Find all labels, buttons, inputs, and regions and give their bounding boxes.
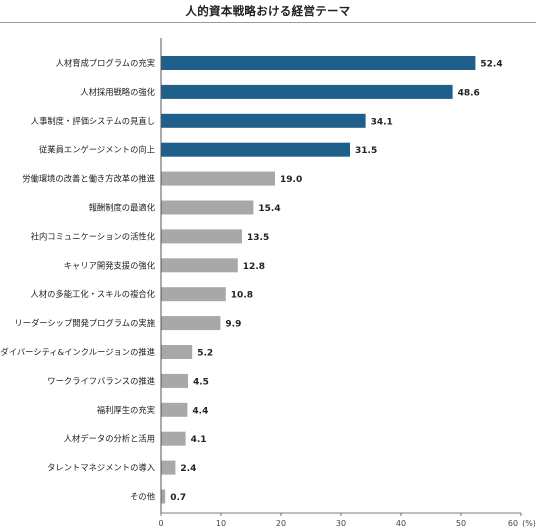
x-tick-label: 50 <box>456 519 466 528</box>
x-tick-label: 40 <box>396 519 406 528</box>
value-label: 19.0 <box>280 175 302 185</box>
bar <box>161 258 238 273</box>
category-label: ワークライフバランスの推進 <box>47 376 155 386</box>
value-label: 34.1 <box>371 117 393 127</box>
value-label: 4.1 <box>191 435 207 445</box>
x-tick-label: 20 <box>276 519 286 528</box>
category-label: 報酬制度の最適化 <box>89 203 155 213</box>
value-label: 13.5 <box>247 233 269 243</box>
bar <box>161 56 476 70</box>
category-labels: 人材育成プログラムの充実人材採用戦略の強化人事制度・評価システムの見直し従業員エ… <box>0 58 155 502</box>
bar <box>161 402 188 417</box>
x-tick-label: 30 <box>336 519 346 528</box>
category-label: キャリア開発支援の強化 <box>64 260 155 270</box>
value-label: 15.4 <box>258 204 280 214</box>
category-label: ダイバーシティ&インクルージョンの推進 <box>0 347 155 357</box>
bar <box>161 287 226 302</box>
value-label: 31.5 <box>355 146 377 156</box>
bar <box>161 171 275 186</box>
category-label: 福利厚生の充実 <box>97 405 155 415</box>
category-label: 人材育成プログラムの充実 <box>56 58 155 68</box>
category-label: 人材採用戦略の強化 <box>80 87 155 97</box>
category-label: リーダーシップ開発プログラムの実施 <box>14 318 155 328</box>
bar <box>161 460 176 475</box>
value-label: 9.9 <box>225 320 241 330</box>
value-label: 2.4 <box>180 464 196 474</box>
category-label: 人材データの分析と活用 <box>64 434 155 444</box>
category-label: タレントマネジメントの導入 <box>47 463 155 473</box>
value-label: 12.8 <box>243 262 265 272</box>
value-label: 10.8 <box>231 291 253 301</box>
chart-title: 人的資本戦略おける経営テーマ <box>185 4 351 18</box>
value-label: 4.4 <box>192 406 208 416</box>
category-label: その他 <box>130 492 155 502</box>
bar <box>161 431 186 446</box>
value-label: 4.5 <box>193 377 209 387</box>
value-label: 5.2 <box>197 349 213 359</box>
bar <box>161 373 188 388</box>
x-axis-unit: (%) <box>522 519 536 528</box>
bar <box>161 229 242 244</box>
category-label: 労働環境の改善と働き方改革の推進 <box>22 174 155 184</box>
category-label: 人材の多能工化・スキルの複合化 <box>31 289 155 299</box>
bar <box>161 489 166 504</box>
x-tick-label: 60 <box>508 519 518 528</box>
value-label: 0.7 <box>170 493 186 503</box>
x-axis: 0 10 20 30 40 50 60 (%) <box>158 38 536 528</box>
x-tick-label: 0 <box>158 519 163 528</box>
title-divider <box>0 22 536 23</box>
value-label: 48.6 <box>458 88 480 98</box>
bar <box>161 142 350 157</box>
bar <box>161 113 366 128</box>
x-tick-label: 10 <box>216 519 226 528</box>
bar <box>161 200 254 215</box>
category-label: 人事制度・評価システムの見直し <box>31 116 155 126</box>
value-label: 52.4 <box>480 60 502 70</box>
bar <box>161 84 453 99</box>
bars-group <box>161 56 476 504</box>
bar <box>161 345 193 359</box>
value-labels: 52.4 48.6 34.1 31.5 19.0 15.4 13.5 12.8 10.8 9.9 5… <box>170 60 502 504</box>
bar <box>161 316 221 331</box>
category-label: 社内コミュニケーションの活性化 <box>31 231 155 241</box>
category-label: 従業員エンゲージメントの向上 <box>39 145 155 155</box>
